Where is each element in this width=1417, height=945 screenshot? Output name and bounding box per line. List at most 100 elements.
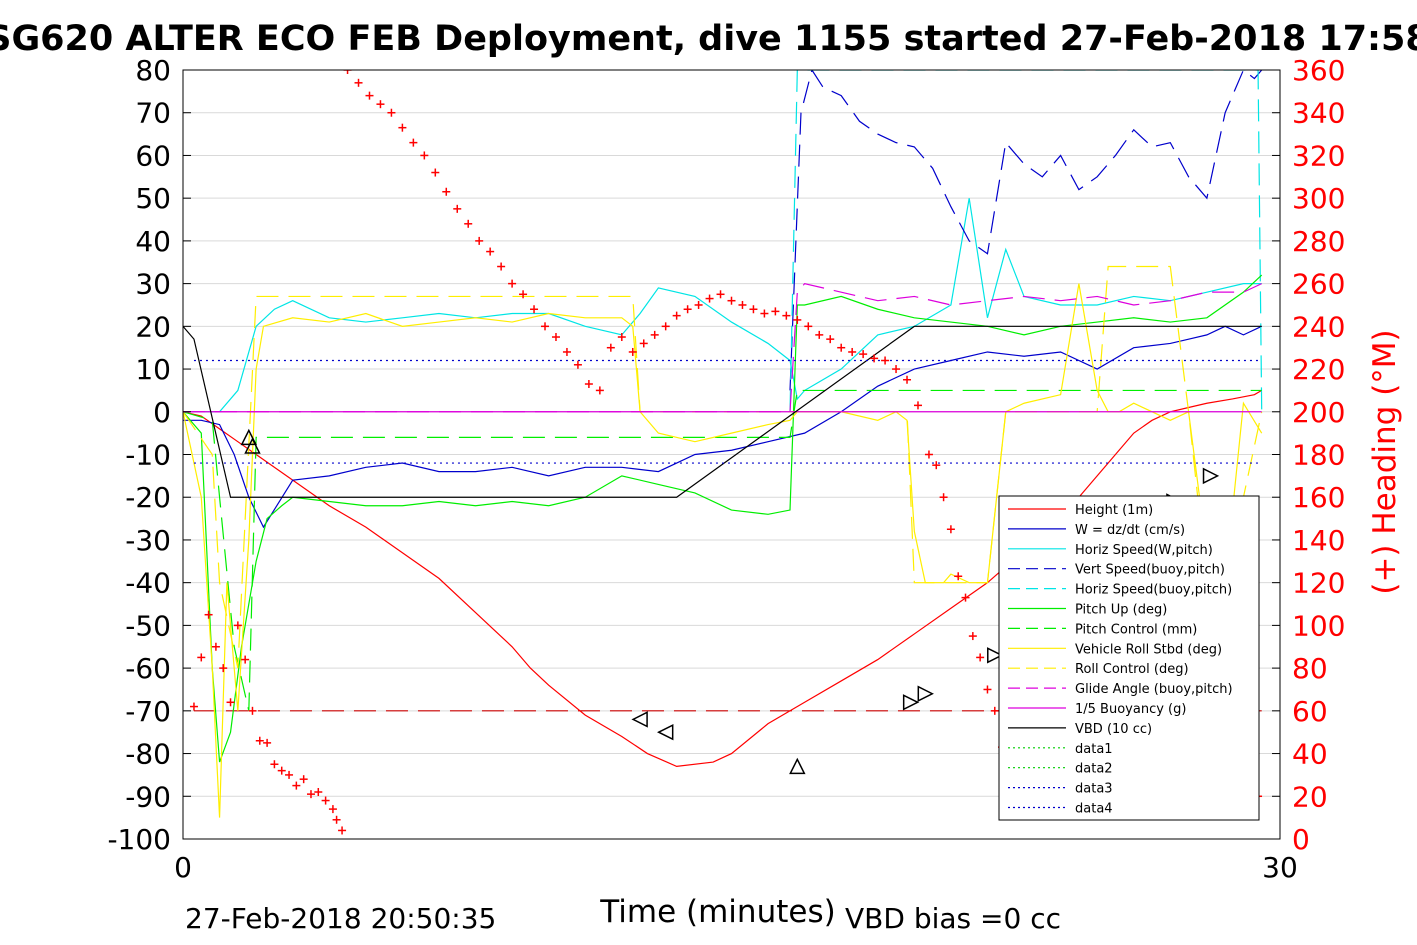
heading-point: [694, 300, 703, 309]
heading-point: [683, 305, 692, 314]
heading-point: [530, 305, 539, 314]
x-tick-label: 0: [174, 851, 192, 884]
heading-point: [321, 796, 330, 805]
right-tick-label: 180: [1292, 439, 1345, 472]
heading-point: [292, 781, 301, 790]
heading-point: [870, 354, 879, 363]
left-tick-label: 30: [135, 268, 171, 301]
right-tick-label: 260: [1292, 268, 1345, 301]
right-tick-label: 200: [1292, 396, 1345, 429]
x-axis: 0 30: [174, 831, 1298, 884]
legend-label: VBD (10 cc): [1075, 722, 1152, 737]
series-line-0: [183, 389, 1263, 767]
heading-point: [881, 356, 890, 365]
right-tick-label: 300: [1292, 182, 1345, 215]
legend-label: data2: [1075, 762, 1113, 777]
heading-point: [924, 450, 933, 459]
legend: Height (1m) W = dz/dt (cm/s) Horiz Speed(W…: [998, 495, 1260, 821]
right-tick-label: 220: [1292, 353, 1345, 386]
triangle-marker: [917, 685, 934, 702]
legend-label: Pitch Control (mm): [1075, 622, 1197, 637]
right-tick-label: 60: [1292, 695, 1328, 728]
right-tick-label: 160: [1292, 481, 1345, 514]
left-tick-label: -80: [125, 738, 171, 771]
right-tick-label: 20: [1292, 780, 1328, 813]
heading-point: [551, 333, 560, 342]
right-tick-label: 140: [1292, 524, 1345, 557]
series-line-8: [183, 265, 1263, 669]
right-y-axis: 3603403203002802602402202001801601401201…: [1272, 54, 1345, 856]
heading-point: [241, 655, 250, 664]
heading-point: [508, 279, 517, 288]
heading-point: [314, 788, 323, 797]
heading-point: [913, 401, 922, 410]
heading-point: [431, 168, 440, 177]
triangle-marker: [240, 428, 258, 446]
heading-point: [990, 706, 999, 715]
heading-point: [760, 309, 769, 318]
right-tick-label: 40: [1292, 738, 1328, 771]
heading-point: [255, 736, 264, 745]
heading-point: [343, 70, 352, 74]
heading-point: [932, 461, 941, 470]
legend-label: 1/5 Buoyancy (g): [1075, 702, 1186, 717]
triangle-marker: [1202, 467, 1220, 485]
heading-point: [650, 330, 659, 339]
heading-point: [541, 322, 550, 331]
right-tick-label: 0: [1292, 823, 1310, 856]
heading-point: [519, 290, 528, 299]
left-tick-label: 80: [135, 54, 171, 87]
heading-point: [771, 307, 780, 316]
footer-timestamp: 27-Feb-2018 20:50:35: [185, 902, 496, 935]
heading-point: [299, 775, 308, 784]
heading-point: [211, 642, 220, 651]
legend-label: Vert Speed(buoy,pitch): [1075, 563, 1225, 578]
heading-point: [189, 702, 198, 711]
heading-point: [826, 335, 835, 344]
legend-label: data1: [1075, 742, 1113, 757]
heading-point: [365, 91, 374, 100]
heading-point: [946, 525, 955, 534]
heading-point: [409, 138, 418, 147]
heading-point: [617, 333, 626, 342]
left-tick-label: 40: [135, 225, 171, 258]
heading-point: [376, 100, 385, 109]
heading-point: [716, 290, 725, 299]
triangle-marker: [631, 711, 648, 728]
legend-label: data3: [1075, 782, 1113, 797]
heading-point: [398, 123, 407, 132]
series-line-6: [183, 389, 1262, 711]
triangle-marker: [244, 437, 261, 454]
heading-point: [497, 262, 506, 271]
right-tick-label: 100: [1292, 609, 1345, 642]
legend-label: Pitch Up (deg): [1075, 603, 1167, 618]
left-tick-label: -70: [125, 695, 171, 728]
left-tick-label: -30: [125, 524, 171, 557]
heading-point: [968, 632, 977, 641]
left-tick-label: -100: [107, 823, 171, 856]
left-tick-label: -40: [125, 567, 171, 600]
left-tick-label: -20: [125, 481, 171, 514]
legend-label: Horiz Speed(W,pitch): [1075, 543, 1213, 558]
series-lines: [183, 70, 1263, 818]
heading-point: [270, 760, 279, 769]
heading-point: [628, 347, 637, 356]
chart-title: SG620 ALTER ECO FEB Deployment, dive 115…: [0, 19, 1417, 59]
right-tick-label: 360: [1292, 54, 1345, 87]
right-tick-label: 120: [1292, 567, 1345, 600]
right-tick-label: 320: [1292, 139, 1345, 172]
right-tick-label: 80: [1292, 652, 1328, 685]
legend-label: Horiz Speed(buoy,pitch): [1075, 583, 1232, 598]
heading-point: [453, 204, 462, 213]
series-line-2: [183, 198, 1262, 413]
triangle-marker: [657, 723, 674, 741]
heading-point: [226, 698, 235, 707]
heading-point: [328, 805, 337, 814]
heading-point: [848, 347, 857, 356]
heading-point: [954, 572, 963, 581]
heading-point: [804, 322, 813, 331]
legend-box: [998, 495, 1260, 821]
heading-point: [782, 311, 791, 320]
left-y-axis: 80 70 60 50 40 30 20 10 0 -10 -20 -30 -40 -50 -60 -70 -8…: [107, 54, 191, 856]
heading-point: [584, 380, 593, 389]
